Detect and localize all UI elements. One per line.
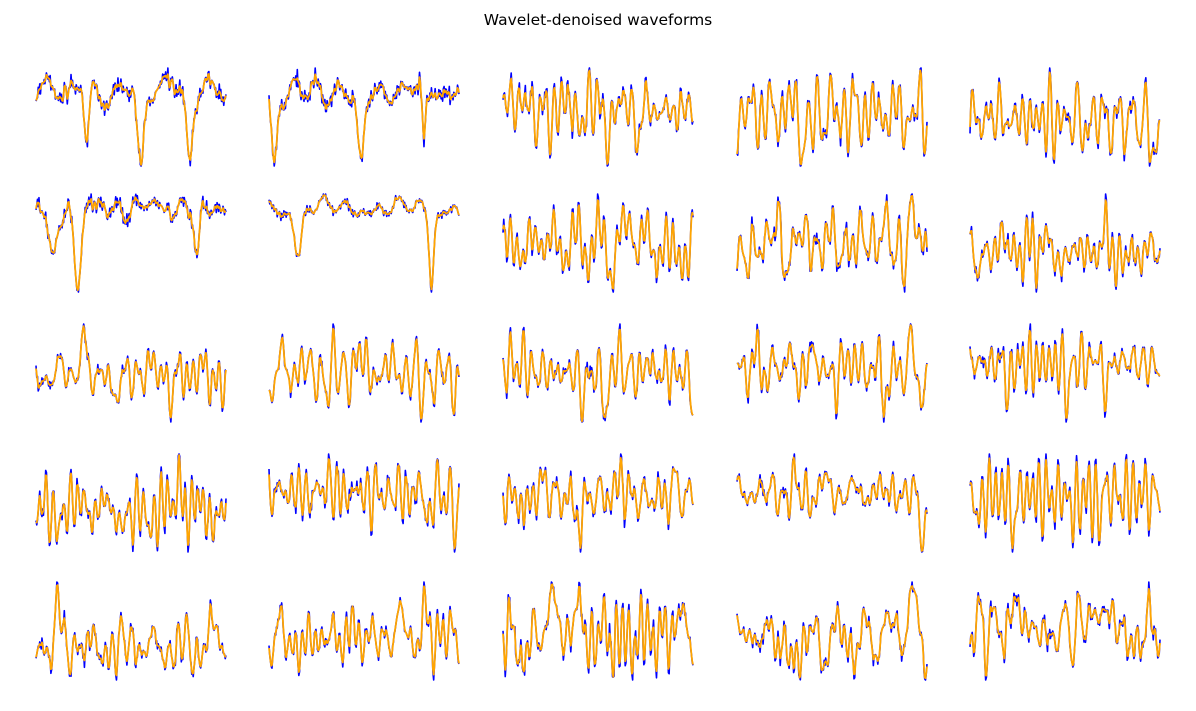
- panel-r2-c2: [502, 323, 694, 423]
- trace-denoised: [268, 458, 460, 550]
- panel-r3-c2: [502, 453, 694, 553]
- trace-denoised: [969, 71, 1161, 163]
- panel-r3-c0: [35, 453, 227, 553]
- trace-denoised: [35, 454, 227, 548]
- trace-original: [268, 67, 460, 167]
- panel-r0-c2: [502, 67, 694, 167]
- trace-denoised: [969, 457, 1161, 550]
- trace-denoised: [502, 328, 694, 423]
- panel-r4-c4: [969, 581, 1161, 681]
- panel-r2-c3: [736, 323, 928, 423]
- panel-r0-c3: [736, 67, 928, 167]
- trace-denoised: [736, 194, 928, 288]
- panel-r4-c0: [35, 581, 227, 681]
- trace-denoised: [35, 196, 227, 292]
- trace-denoised: [969, 587, 1161, 677]
- panel-r4-c2: [502, 581, 694, 681]
- panel-r3-c1: [268, 453, 460, 553]
- panel-r1-c4: [969, 193, 1161, 293]
- panel-r0-c1: [268, 67, 460, 167]
- panel-r3-c3: [736, 453, 928, 553]
- panel-r0-c0: [35, 67, 227, 167]
- trace-denoised: [969, 199, 1161, 289]
- trace-denoised: [268, 73, 460, 164]
- trace-original: [35, 453, 227, 553]
- panel-r2-c4: [969, 323, 1161, 423]
- panel-r3-c4: [969, 453, 1161, 553]
- trace-denoised: [35, 325, 227, 419]
- trace-denoised: [268, 327, 460, 420]
- trace-denoised: [502, 69, 694, 165]
- trace-denoised: [736, 456, 928, 552]
- trace-denoised: [35, 584, 227, 677]
- panel-r2-c1: [268, 323, 460, 423]
- panel-r0-c4: [969, 67, 1161, 167]
- panel-r4-c3: [736, 581, 928, 681]
- trace-denoised: [736, 324, 928, 418]
- trace-denoised: [268, 585, 460, 676]
- panel-r1-c3: [736, 193, 928, 293]
- trace-denoised: [502, 199, 694, 290]
- trace-original: [502, 323, 694, 423]
- panel-r2-c0: [35, 323, 227, 423]
- panel-r4-c1: [268, 581, 460, 681]
- trace-denoised: [736, 69, 928, 166]
- trace-denoised: [268, 194, 460, 291]
- trace-denoised: [35, 73, 227, 166]
- trace-denoised: [969, 329, 1161, 419]
- trace-denoised: [502, 583, 694, 678]
- figure-title: Wavelet-denoised waveforms: [483, 11, 713, 29]
- panel-r1-c0: [35, 193, 227, 293]
- panel-r1-c2: [502, 193, 694, 293]
- panel-r1-c1: [268, 193, 460, 293]
- trace-denoised: [736, 585, 928, 680]
- trace-original: [35, 67, 227, 167]
- trace-denoised: [502, 456, 694, 549]
